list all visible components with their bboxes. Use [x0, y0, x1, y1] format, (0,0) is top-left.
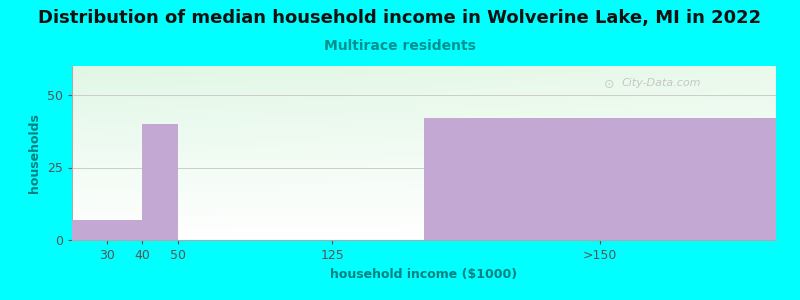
Text: ⊙: ⊙ [603, 78, 614, 91]
Text: Distribution of median household income in Wolverine Lake, MI in 2022: Distribution of median household income … [38, 9, 762, 27]
Bar [142, 124, 178, 240]
Text: Multirace residents: Multirace residents [324, 39, 476, 53]
Bar [424, 118, 776, 240]
Text: City-Data.com: City-Data.com [621, 78, 701, 88]
X-axis label: household income ($1000): household income ($1000) [330, 268, 518, 281]
Bar [72, 220, 142, 240]
Y-axis label: households: households [29, 113, 42, 193]
